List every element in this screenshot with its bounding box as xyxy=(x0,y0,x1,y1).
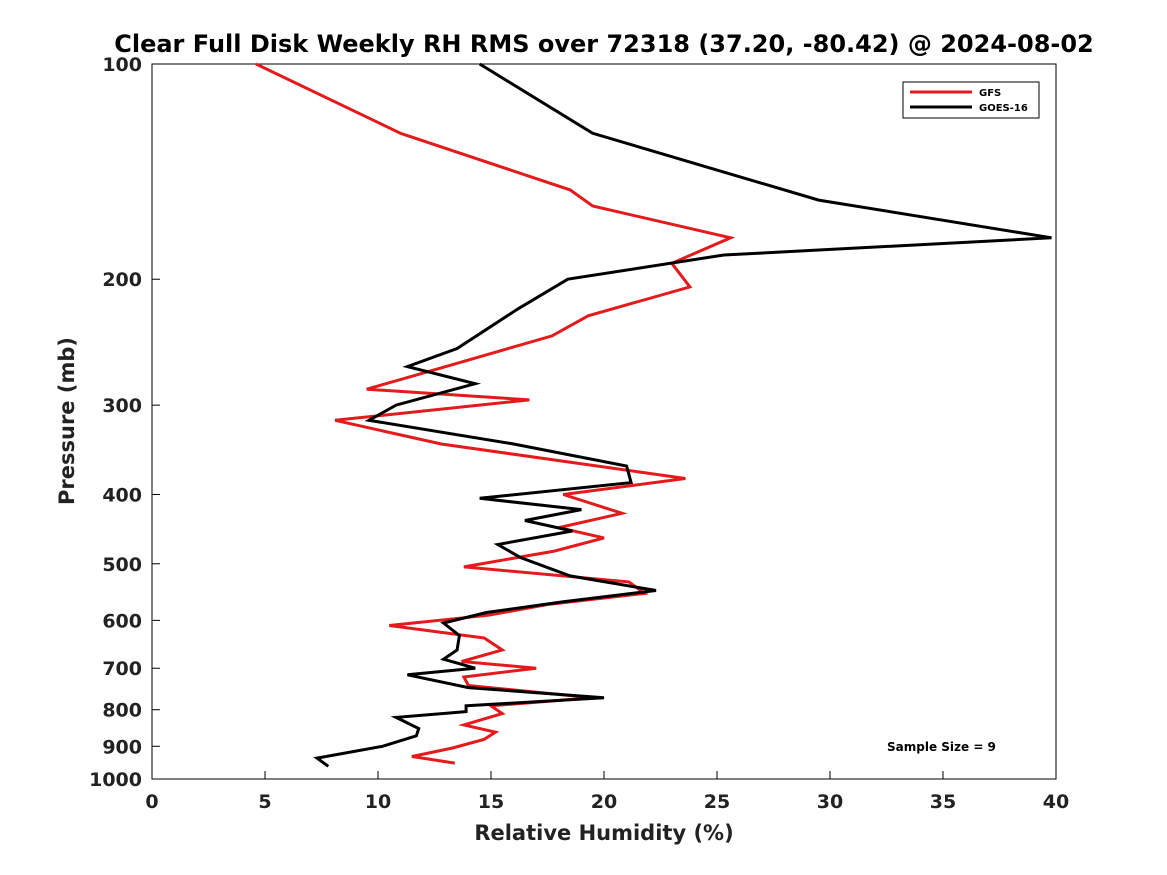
series-line-goes16 xyxy=(313,62,1052,768)
y-tick-label: 1000 xyxy=(89,769,142,791)
sample-size-annotation: Sample Size = 9 xyxy=(887,740,996,754)
plot-area-frame xyxy=(151,63,1057,780)
x-tick-label: 35 xyxy=(930,791,956,813)
y-tick-label: 300 xyxy=(102,395,142,417)
y-axis: 100 200 300 400 500 600 700 800 900 1000 xyxy=(89,54,160,791)
x-tick-label: 25 xyxy=(704,791,730,813)
x-tick-label: 30 xyxy=(817,791,843,813)
y-tick-label: 100 xyxy=(102,54,142,76)
x-tick-label: 40 xyxy=(1043,791,1069,813)
series-lines xyxy=(255,62,1052,768)
y-tick-label: 600 xyxy=(102,610,142,632)
legend-label-goes16: GOES-16 xyxy=(979,103,1028,114)
series-line-gfs xyxy=(255,62,736,765)
y-tick-label: 500 xyxy=(102,554,142,576)
x-tick-label: 15 xyxy=(478,791,504,813)
x-axis: 0 5 10 15 20 25 30 35 40 xyxy=(145,771,1069,813)
x-axis-label: Relative Humidity (%) xyxy=(474,821,733,845)
chart-title: Clear Full Disk Weekly RH RMS over 72318… xyxy=(114,30,1094,58)
y-tick-label: 800 xyxy=(102,700,142,722)
y-axis-label: Pressure (mb) xyxy=(55,337,79,505)
x-tick-label: 10 xyxy=(365,791,391,813)
x-tick-label: 5 xyxy=(258,791,271,813)
legend: GFS GOES-16 xyxy=(902,81,1040,119)
x-tick-label: 0 xyxy=(145,791,158,813)
y-tick-label: 400 xyxy=(102,484,142,506)
y-tick-label: 700 xyxy=(102,658,142,680)
y-tick-label: 200 xyxy=(102,269,142,291)
y-tick-label: 900 xyxy=(102,736,142,758)
legend-label-gfs: GFS xyxy=(979,88,1001,99)
x-tick-label: 20 xyxy=(591,791,617,813)
legend-box xyxy=(902,81,1040,119)
